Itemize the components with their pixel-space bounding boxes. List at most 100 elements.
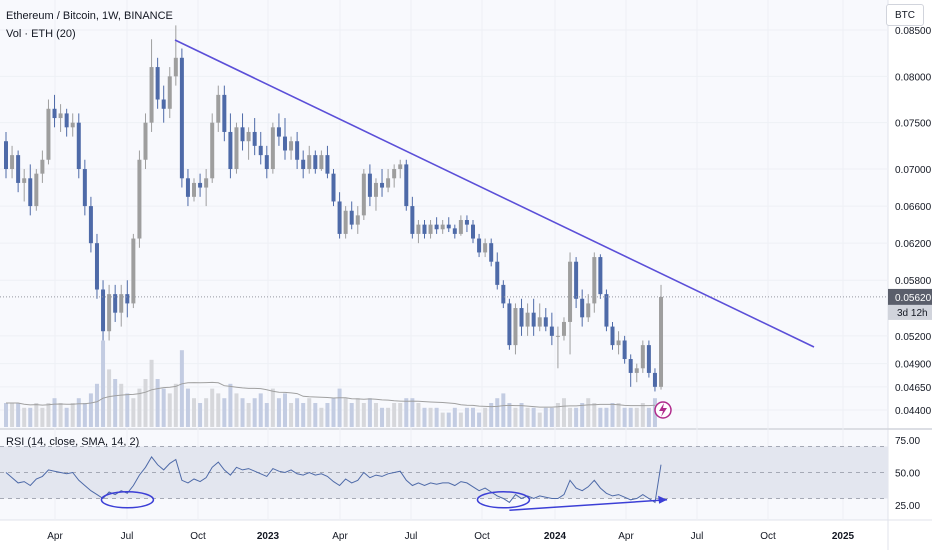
volume-bar [94,383,99,427]
volume-bar [373,403,378,427]
volume-bar [246,403,251,427]
candle-body [143,122,148,160]
candle-body [240,127,245,142]
candle-body [355,215,360,225]
candle-body [28,178,33,207]
volume-bar [131,398,136,427]
countdown-box [888,304,932,320]
volume-bar [210,388,215,427]
candle-body [586,303,591,318]
price-tick-label: 0.08000 [895,72,932,83]
symbol-title[interactable]: Ethereum / Bitcoin, 1W, BINANCE [6,10,173,22]
candle-layer [4,25,664,392]
volume-bar [574,407,579,427]
volume-bar [622,407,627,427]
volume-bar [586,398,591,427]
candle-body [380,182,385,188]
volume-bar [137,388,142,427]
volume-bar [458,412,463,427]
volume-bar [113,379,118,427]
candle-body [616,340,621,346]
time-tick-label: Apr [618,531,634,542]
volume-bar [289,403,294,427]
volume-bar [10,403,15,427]
time-tick-label: Oct [760,531,776,542]
volume-bar [88,393,93,427]
candle-body [234,127,239,170]
candle-body [131,238,136,304]
candle-body [458,220,463,234]
candle-body [101,289,106,332]
volume-bar [179,350,184,427]
candle-body [301,159,306,170]
volume-bar [483,407,488,427]
volume-bar [561,398,566,427]
volume-bar [392,403,397,427]
candle-body [313,155,318,170]
candle-body [452,228,457,234]
candle-body [428,224,433,234]
candle-body [343,210,348,234]
volume-bar [28,407,33,427]
volume-bar [380,407,385,427]
candle-body [173,57,178,77]
time-tick-label: Oct [474,531,490,542]
candle-body [210,122,215,179]
candle-body [513,308,518,346]
volume-bar [22,407,27,427]
volume-bar [555,403,560,427]
countdown-label: 3d 12h [897,308,928,319]
volume-bar [192,398,197,427]
rsi-tick-label: 50.00 [895,469,920,480]
volume-bar [331,398,336,427]
volume-bar [471,407,476,427]
volume-layer [4,340,657,427]
volume-bar [537,412,542,427]
currency-button[interactable]: BTC [886,4,924,26]
volume-bar [446,412,451,427]
rsi-arrow-annotation [509,499,668,511]
candle-body [483,243,488,253]
flash-bolt-icon [659,403,667,417]
candle-body [216,94,221,123]
volume-bar [319,407,324,427]
rsi-legend[interactable]: RSI (14, close, SMA, 14, 2) [6,436,140,448]
volume-bar [198,403,203,427]
candle-body [331,173,336,202]
price-tick-label: 0.06600 [895,202,932,213]
rsi-line [5,456,662,504]
candle-body [185,178,190,197]
volume-bar [604,407,609,427]
volume-bar [568,407,573,427]
time-tick-label: Apr [332,531,348,542]
volume-bar [325,403,330,427]
candle-body [149,67,154,123]
candle-body [82,169,87,207]
candle-body [507,303,512,346]
volume-bar [410,398,415,427]
candle-body [495,261,500,285]
volume-bar [270,388,275,427]
volume-bar [16,403,21,427]
volume-bar [82,403,87,427]
candle-body [10,155,15,170]
candle-body [252,131,257,146]
volume-bar [355,398,360,427]
candle-body [34,173,39,207]
volume-bar [646,407,651,427]
candle-body [40,159,45,174]
candle-body [307,155,312,170]
volume-bar [616,403,621,427]
candle-body [113,294,118,313]
candle-body [373,182,378,197]
time-tick-label: Jul [121,531,134,542]
volume-bar [34,403,39,427]
volume-bar [640,403,645,427]
price-tick-label: 0.04400 [895,406,932,417]
time-tick-label: Jul [691,531,704,542]
volume-legend[interactable]: Vol · ETH (20) [6,28,76,40]
candle-body [422,224,427,234]
candle-body [640,345,645,369]
price-tick-label: 0.05800 [895,276,932,287]
